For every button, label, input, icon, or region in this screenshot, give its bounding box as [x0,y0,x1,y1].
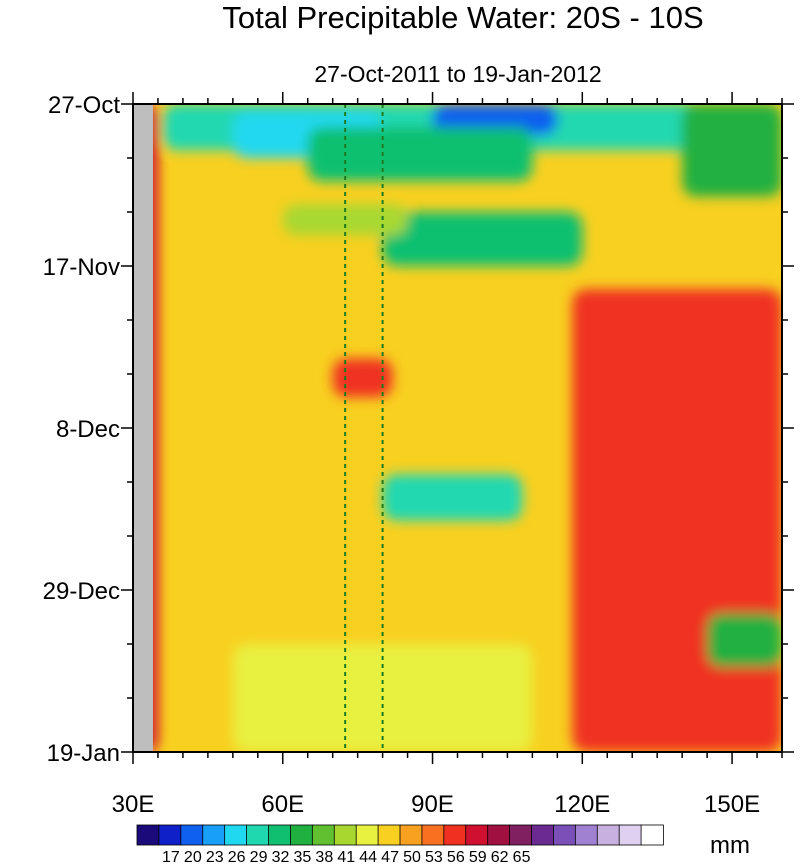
colorbar-label: 32 [272,849,290,866]
colorbar-label: 41 [337,849,355,866]
colorbar-swatch [377,824,401,846]
colorbar-swatch [399,824,423,846]
colorbar-swatch [202,824,226,846]
colorbar-swatch [531,824,555,846]
colorbar-swatch [509,824,533,846]
colorbar-swatch [246,824,270,846]
chart-subtitle: 27-Oct-2011 to 19-Jan-2012 [314,61,601,87]
colorbar-swatch [487,824,511,846]
colorbar-swatch [574,824,599,846]
colorbar-swatch [640,824,664,846]
colorbar-swatch [596,824,620,846]
heatmap-features [142,104,782,752]
x-tick-label: 60E [261,791,304,818]
heatmap-feature [307,127,533,182]
y-tick-label: 29-Dec [43,578,120,605]
heatmap-feature [382,212,583,266]
y-axis: 27-Oct 17-Nov 8-Dec 29-Dec 19-Jan [43,92,794,767]
heatmap-feature [572,289,782,752]
colorbar-label: 35 [294,849,312,866]
colorbar-swatch [180,824,204,846]
heatmap-field [133,104,782,752]
colorbar-label: 26 [228,849,246,866]
colorbar-swatch [443,824,467,846]
heatmap-feature [682,104,782,197]
colorbar-label: 59 [469,849,487,866]
y-tick-label: 17-Nov [43,254,120,281]
colorbar-label: 23 [206,849,224,866]
x-tick-label: 90E [411,791,454,818]
colorbar-label: 56 [447,849,465,866]
colorbar-label: 38 [315,849,333,866]
colorbar-swatch [553,824,577,846]
reference-lines [344,104,384,752]
colorbar-swatch [224,824,248,846]
colorbar-label: 65 [513,849,531,866]
y-tick-label: 8-Dec [56,416,120,443]
x-tick-label: 150E [704,791,760,818]
colorbar-swatch [618,824,642,846]
colorbar-swatch [311,824,336,846]
colorbar-label: 47 [381,849,399,866]
colorbar-label: 62 [491,849,509,866]
colorbar-label: 20 [184,849,202,866]
colorbar-units-label: mm [710,832,750,859]
colorbar-label: 53 [425,849,443,866]
colorbar-label: 50 [403,849,421,866]
colorbar-swatch [136,824,160,846]
heatmap-feature [707,613,782,668]
colorbar-label: 17 [162,849,180,866]
colorbar-swatch [333,824,357,846]
x-axis: 30E 60E 90E 120E 150E [112,92,783,818]
heatmap-feature [332,358,393,398]
colorbar-swatch [290,824,314,846]
colorbar-swatch [355,824,379,846]
y-tick-label: 19-Jan [47,740,120,767]
chart-title: Total Precipitable Water: 20S - 10S [222,0,703,35]
x-tick-label: 120E [554,791,610,818]
colorbar-swatch [465,824,489,846]
missing-data-region [133,104,153,752]
colorbar-swatch [421,824,445,846]
colorbar-swatch [158,824,182,846]
y-tick-label: 27-Oct [48,92,120,119]
colorbar-label: 29 [250,849,268,866]
colorbar: 17 20 23 26 29 32 35 38 41 44 47 50 53 56 59 62 65 [136,824,664,866]
x-tick-label: 30E [112,791,155,818]
colorbar-label: 44 [359,849,377,866]
heatmap-feature [382,474,523,521]
colorbar-swatch [268,824,292,846]
